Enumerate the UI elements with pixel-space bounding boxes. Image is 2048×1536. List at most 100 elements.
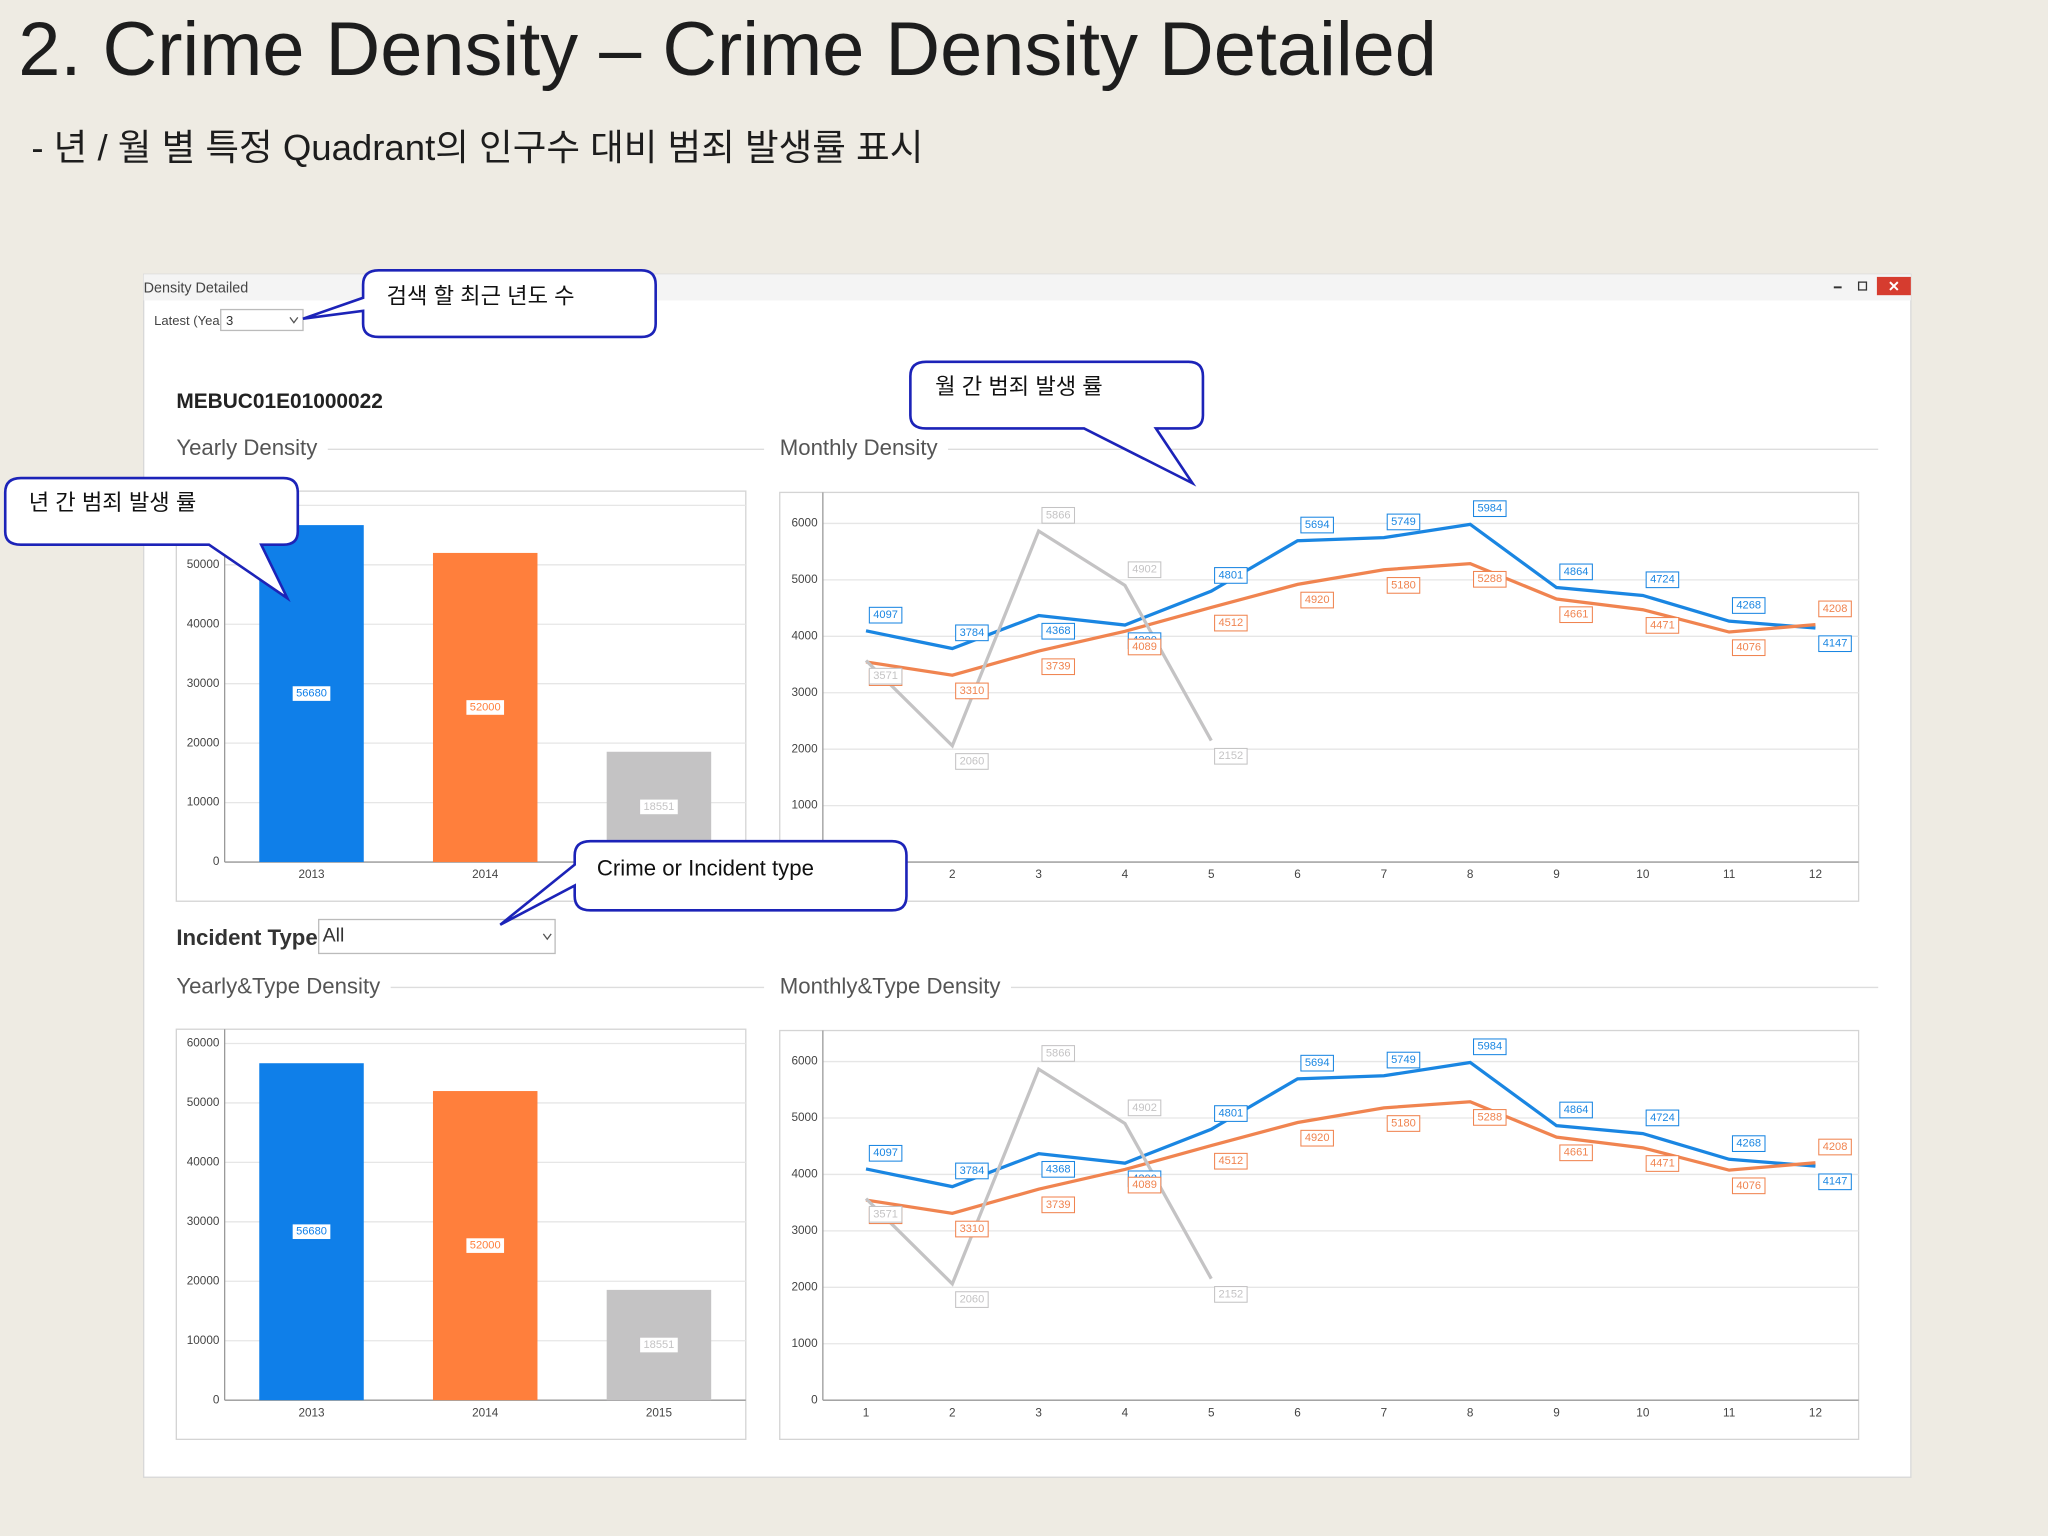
line-series [865, 1100, 1816, 1216]
data-label: 2060 [960, 1294, 985, 1306]
data-label-box [1559, 1101, 1593, 1119]
data-label: 4076 [1736, 642, 1761, 654]
x-tick-label: 5 [1208, 868, 1215, 881]
data-label: 4512 [1219, 1155, 1244, 1167]
data-label-box [465, 1237, 506, 1254]
y-tick-label: 30000 [187, 677, 220, 690]
data-label-box [1127, 561, 1162, 579]
y-tick-label: 20000 [187, 736, 220, 749]
combobox-box [220, 308, 304, 332]
data-label-box [1645, 1155, 1680, 1172]
x-tick-label: 2013 [298, 868, 325, 881]
data-label: 4208 [1823, 603, 1848, 615]
data-label-box [1386, 577, 1421, 594]
data-label-box [1041, 1196, 1076, 1214]
callout-text: 월 간 범죄 발생 률 [935, 374, 1103, 399]
data-label-box [1731, 1177, 1766, 1195]
data-label: 5866 [1046, 509, 1071, 521]
data-label-box [955, 1291, 989, 1308]
x-tick-label: 7 [1381, 1406, 1388, 1419]
data-label-box [1300, 1054, 1334, 1072]
data-label-box [1300, 591, 1334, 609]
window-title: Density Detailed [144, 280, 249, 296]
data-label-box [1300, 516, 1334, 534]
data-label: 2152 [1219, 1288, 1244, 1300]
data-label: 4661 [1564, 609, 1589, 621]
data-label-box [1041, 1045, 1076, 1062]
data-label-box [1731, 1135, 1766, 1152]
latest-label: Latest (Year) [154, 313, 228, 328]
close-button[interactable] [1876, 276, 1911, 296]
data-label-box [1386, 513, 1421, 531]
x-tick-label: 9 [1553, 1406, 1560, 1419]
data-label-box [955, 682, 989, 700]
slide-subtitle: - 년 / 월 별 특정 Quadrant의 인구수 대비 범죄 발생률 표시 [31, 127, 923, 168]
callouts [3, 269, 1205, 926]
y-tick-label: 30000 [187, 1215, 220, 1228]
data-label-box [955, 624, 989, 642]
x-tick-label: 3 [1035, 1406, 1042, 1419]
data-label-box [868, 1205, 903, 1223]
line-series [865, 1060, 1816, 1189]
data-label-box [465, 699, 506, 716]
data-label-box [1731, 639, 1766, 657]
data-label-box [955, 753, 989, 770]
data-label-box [955, 1162, 989, 1180]
callout-shape [909, 360, 1205, 487]
chart-frame [779, 1029, 1860, 1440]
data-label-box [1214, 1286, 1248, 1303]
data-label: 5288 [1477, 573, 1502, 585]
data-label-box [1818, 635, 1852, 653]
data-label-box [1041, 1160, 1076, 1178]
incident-combobox[interactable]: All [318, 918, 556, 955]
data-label-box [1818, 600, 1852, 618]
x-tick-label: 10 [1636, 868, 1650, 881]
y-tick-label: 60000 [187, 1037, 220, 1050]
callout-shape [499, 839, 908, 926]
x-tick-label: 11 [1723, 1406, 1735, 1419]
combobox-arrow [289, 316, 299, 324]
x-tick-label: 2 [949, 868, 956, 881]
y-tick-label: 2000 [791, 1280, 818, 1293]
data-label-box [1041, 622, 1076, 640]
data-label-box [1559, 1144, 1593, 1162]
data-label-box [1214, 1105, 1248, 1122]
latest-combobox[interactable]: 3 [220, 308, 304, 332]
y-tick-label: 40000 [187, 1155, 220, 1168]
x-tick-label: 6 [1294, 1406, 1301, 1419]
data-label-box [1214, 567, 1248, 584]
callout-text: 검색 할 최근 년도 수 [387, 284, 575, 309]
combobox-arrow [542, 933, 552, 941]
data-label-box [1731, 597, 1766, 614]
data-label: 5984 [1477, 1041, 1502, 1053]
slide-title: 2. Crime Density – Crime Density Detaile… [18, 7, 1437, 92]
data-label: 4724 [1650, 574, 1675, 586]
data-label-box [1645, 617, 1680, 634]
y-tick-label: 0 [213, 855, 220, 868]
y-tick-label: 40000 [187, 617, 220, 630]
data-label: 4268 [1736, 1138, 1761, 1150]
y-tick-label: 2000 [791, 742, 818, 755]
data-label-box [1127, 1176, 1162, 1194]
data-label-box [868, 606, 903, 624]
y-tick-label: 5000 [791, 1111, 818, 1124]
x-tick-label: 4 [1122, 1406, 1129, 1419]
data-label: 4089 [1132, 641, 1157, 653]
x-tick-label: 7 [1381, 868, 1388, 881]
data-label-box [291, 1223, 332, 1241]
y-tick-label: 0 [213, 1393, 220, 1406]
data-label: 5694 [1305, 519, 1330, 531]
restore-button[interactable] [1857, 281, 1868, 291]
data-label: 3310 [960, 1223, 985, 1235]
data-label-box [868, 1144, 903, 1162]
data-label: 4471 [1650, 619, 1675, 631]
data-label: 5984 [1477, 503, 1502, 515]
data-label: 5180 [1391, 1117, 1416, 1129]
latest-value: 3 [226, 313, 233, 328]
data-label-box [1127, 1099, 1162, 1117]
section-title: Monthly Density [780, 435, 939, 460]
data-label-box [1559, 606, 1593, 624]
callout-shape [3, 476, 300, 603]
data-label: 4268 [1736, 599, 1761, 611]
data-label-box [1386, 1051, 1421, 1069]
